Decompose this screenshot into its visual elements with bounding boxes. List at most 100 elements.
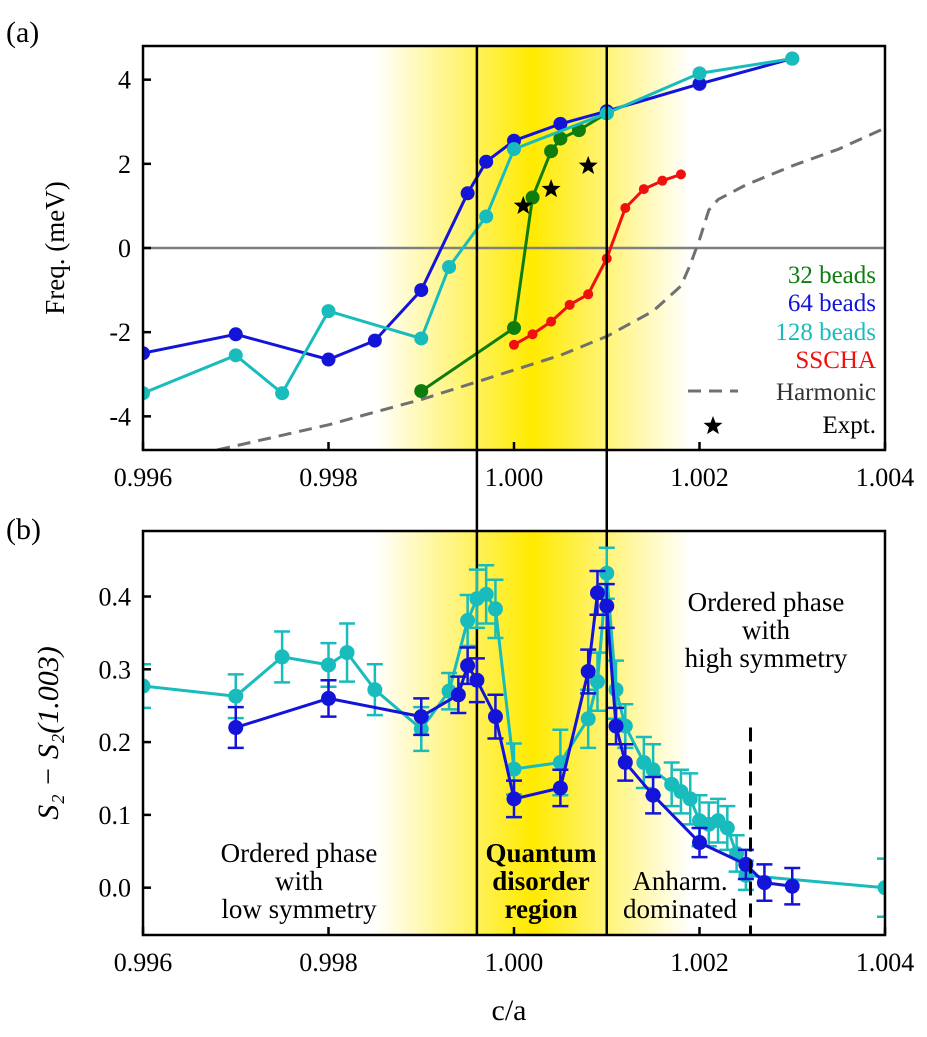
legend-star-swatch	[703, 416, 723, 435]
64-beads-point	[367, 333, 382, 348]
panel-connectors	[475, 450, 608, 531]
y-tick-label: -2	[109, 318, 131, 347]
quantum-disorder-label-line-2: region	[505, 894, 578, 924]
cyan-entropy-point	[719, 820, 735, 836]
low-symmetry-label-line-1: with	[275, 866, 324, 896]
64-beads-point	[553, 116, 568, 131]
128-beads-point	[414, 331, 429, 346]
blue-entropy-point	[469, 672, 485, 688]
32-beads-point	[553, 131, 568, 146]
panel-label-a: (a)	[6, 16, 39, 49]
blue-entropy-point	[506, 791, 522, 807]
cyan-entropy-point	[877, 880, 885, 896]
cyan-entropy-point	[682, 791, 698, 807]
expt-star-point	[513, 195, 533, 214]
blue-entropy-point	[228, 720, 244, 736]
sscha-line	[513, 172, 682, 347]
cyan-entropy-point	[274, 649, 290, 665]
y-tick-label: 4	[118, 66, 131, 95]
anharm-label-line-0: Anharm.	[632, 866, 727, 896]
128-beads-point	[321, 304, 336, 319]
64-beads-point	[321, 352, 336, 367]
x-tick-label: 1.002	[670, 948, 729, 977]
x-tick-label: 1.000	[485, 948, 544, 977]
64-beads-point	[228, 327, 243, 342]
cyan-entropy-point	[367, 682, 383, 698]
y-tick-label: 0.0	[99, 874, 132, 903]
cyan-entropy-point	[339, 645, 355, 661]
legend-label-sscha: SSCHA	[795, 347, 876, 374]
blue-entropy-point	[617, 754, 633, 770]
sscha-point	[620, 203, 631, 214]
blue-entropy-point	[450, 687, 466, 703]
sscha-point	[564, 299, 575, 310]
x-tick-label: 0.996	[114, 948, 173, 977]
cyan-entropy-point	[321, 657, 336, 673]
128-beads-point	[228, 348, 243, 363]
blue-entropy-point	[692, 835, 707, 851]
32-beads-point	[544, 144, 559, 159]
cyan-entropy-point	[589, 674, 605, 690]
axis-ticks-b: 0.996 0.998 1.000 1.002 1.004 0.0 0.1 0.2 0.3 0.4	[99, 583, 915, 977]
64-beads-point	[414, 283, 429, 298]
sscha-point	[675, 169, 686, 180]
x-tick-label: 1.004	[856, 463, 915, 492]
64-beads-point	[460, 186, 475, 201]
y-axis-label-a: Freq. (meV)	[40, 181, 70, 314]
blue-entropy-point	[580, 663, 596, 679]
quantum-disorder-label-line-0: Quantum	[485, 838, 597, 868]
blue-entropy-point	[460, 658, 476, 674]
cyan-entropy-point	[580, 711, 596, 727]
sscha-point	[583, 289, 594, 300]
legend-label-32-beads: 32 beads	[788, 262, 876, 289]
y-tick-label: -4	[109, 402, 131, 431]
y-axis-label-b: S₂ − S₂(1.003)	[32, 646, 65, 820]
cyan-errorbar	[877, 857, 885, 919]
128-beads-point	[442, 259, 457, 274]
low-symmetry-label-line-2: low symmetry	[221, 894, 377, 924]
y-tick-label: 0.4	[99, 583, 132, 612]
sscha-point	[546, 316, 557, 327]
panel-label-b: (b)	[6, 513, 41, 546]
128-beads-point	[275, 386, 290, 401]
sscha-point	[657, 175, 668, 186]
cyan-entropy-point	[487, 601, 503, 617]
sscha-point	[509, 339, 519, 350]
legend-label-expt-: Expt.	[823, 412, 876, 439]
cyan-entropy-point	[506, 761, 522, 777]
blue-entropy-point	[645, 787, 661, 803]
128-beads-point	[785, 51, 800, 66]
32-beads-point	[414, 384, 429, 399]
cyan-entropy-point	[460, 613, 476, 629]
y-tick-label: 0	[118, 234, 131, 263]
anharm-label-line-1: dominated	[623, 894, 737, 924]
legend-label-harmonic: Harmonic	[776, 379, 876, 406]
x-tick-label: 0.998	[299, 463, 358, 492]
y-tick-label: 0.1	[99, 801, 132, 830]
low-symmetry-label-line-0: Ordered phase	[221, 838, 378, 868]
128-beads-point	[479, 209, 494, 224]
sscha-point	[638, 184, 649, 195]
128-beads-point	[507, 142, 521, 157]
x-tick-label: 0.998	[299, 948, 358, 977]
expt-star-point	[541, 179, 561, 198]
x-tick-label: 1.000	[485, 463, 544, 492]
high-symmetry-label-line-0: Ordered phase	[688, 587, 845, 617]
blue-entropy-point	[599, 598, 615, 614]
quantum-disorder-label-line-1: disorder	[492, 866, 590, 896]
64-beads-point	[692, 76, 707, 91]
32-beads-point	[525, 190, 540, 205]
blue-entropy-point	[321, 690, 336, 706]
x-tick-label: 1.002	[670, 463, 729, 492]
cyan-entropy-point	[608, 682, 624, 698]
axis-ticks-a: 0.996 0.998 1.000 1.002 1.004 -4 -2 0 2 4	[109, 66, 914, 492]
sscha-point	[527, 329, 538, 340]
128-beads-point	[692, 66, 707, 81]
series-group-a	[143, 51, 885, 450]
series-group-b	[143, 546, 885, 935]
